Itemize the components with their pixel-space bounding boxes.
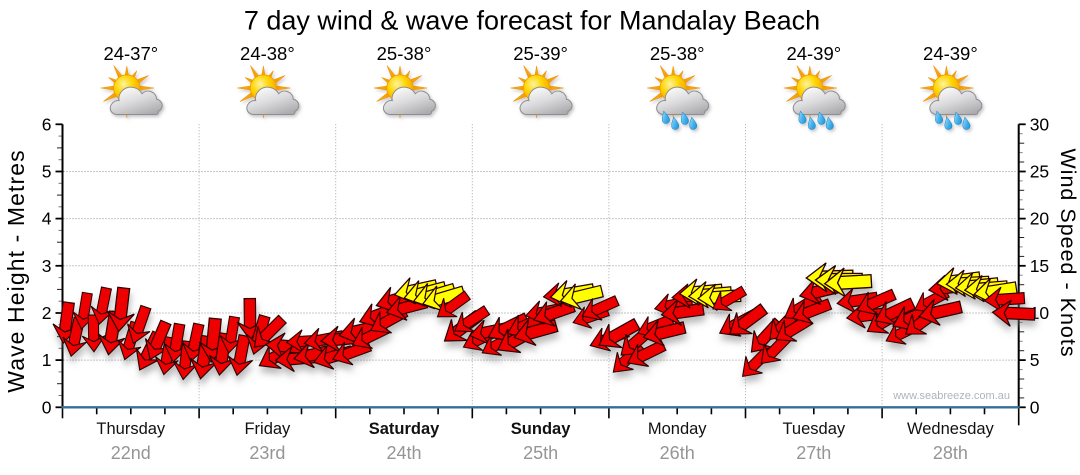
svg-text:20: 20 — [1030, 209, 1050, 229]
svg-text:28th: 28th — [933, 443, 968, 463]
svg-text:Sunday: Sunday — [511, 420, 571, 438]
svg-text:24-39°: 24-39° — [786, 43, 841, 64]
svg-text:Monday: Monday — [648, 420, 707, 438]
svg-text:7 day wind & wave forecast for: 7 day wind & wave forecast for Mandalay … — [244, 6, 820, 36]
svg-text:27th: 27th — [796, 443, 831, 463]
svg-text:Wave Height - Metres: Wave Height - Metres — [3, 149, 29, 393]
svg-text:25: 25 — [1030, 162, 1049, 182]
svg-text:26th: 26th — [660, 443, 695, 463]
svg-text:22nd: 22nd — [111, 443, 151, 463]
svg-text:25-38°: 25-38° — [377, 43, 432, 64]
svg-text:24-39°: 24-39° — [923, 43, 978, 64]
svg-text:0: 0 — [1030, 397, 1040, 417]
svg-text:www.seabreeze.com.au: www.seabreeze.com.au — [892, 390, 1010, 402]
svg-text:24th: 24th — [386, 443, 421, 463]
svg-text:15: 15 — [1030, 256, 1049, 276]
svg-text:25th: 25th — [523, 443, 558, 463]
svg-text:Wind Speed - Knots: Wind Speed - Knots — [1056, 148, 1080, 357]
svg-text:0: 0 — [42, 397, 52, 417]
svg-text:24-38°: 24-38° — [240, 43, 295, 64]
svg-text:25-39°: 25-39° — [513, 43, 568, 64]
svg-text:25-38°: 25-38° — [650, 43, 705, 64]
svg-text:24-37°: 24-37° — [103, 43, 158, 64]
svg-text:23rd: 23rd — [249, 443, 285, 463]
svg-text:1: 1 — [42, 350, 52, 370]
svg-text:2: 2 — [42, 303, 52, 323]
svg-text:4: 4 — [42, 209, 52, 229]
svg-text:Thursday: Thursday — [96, 420, 166, 438]
svg-text:5: 5 — [1030, 350, 1040, 370]
svg-text:3: 3 — [42, 256, 52, 276]
svg-text:30: 30 — [1030, 114, 1050, 134]
svg-text:Wednesday: Wednesday — [907, 420, 995, 438]
svg-text:5: 5 — [42, 162, 52, 182]
svg-text:Friday: Friday — [244, 420, 291, 438]
svg-text:Saturday: Saturday — [369, 420, 440, 438]
svg-text:6: 6 — [42, 114, 52, 134]
svg-text:Tuesday: Tuesday — [782, 420, 845, 438]
